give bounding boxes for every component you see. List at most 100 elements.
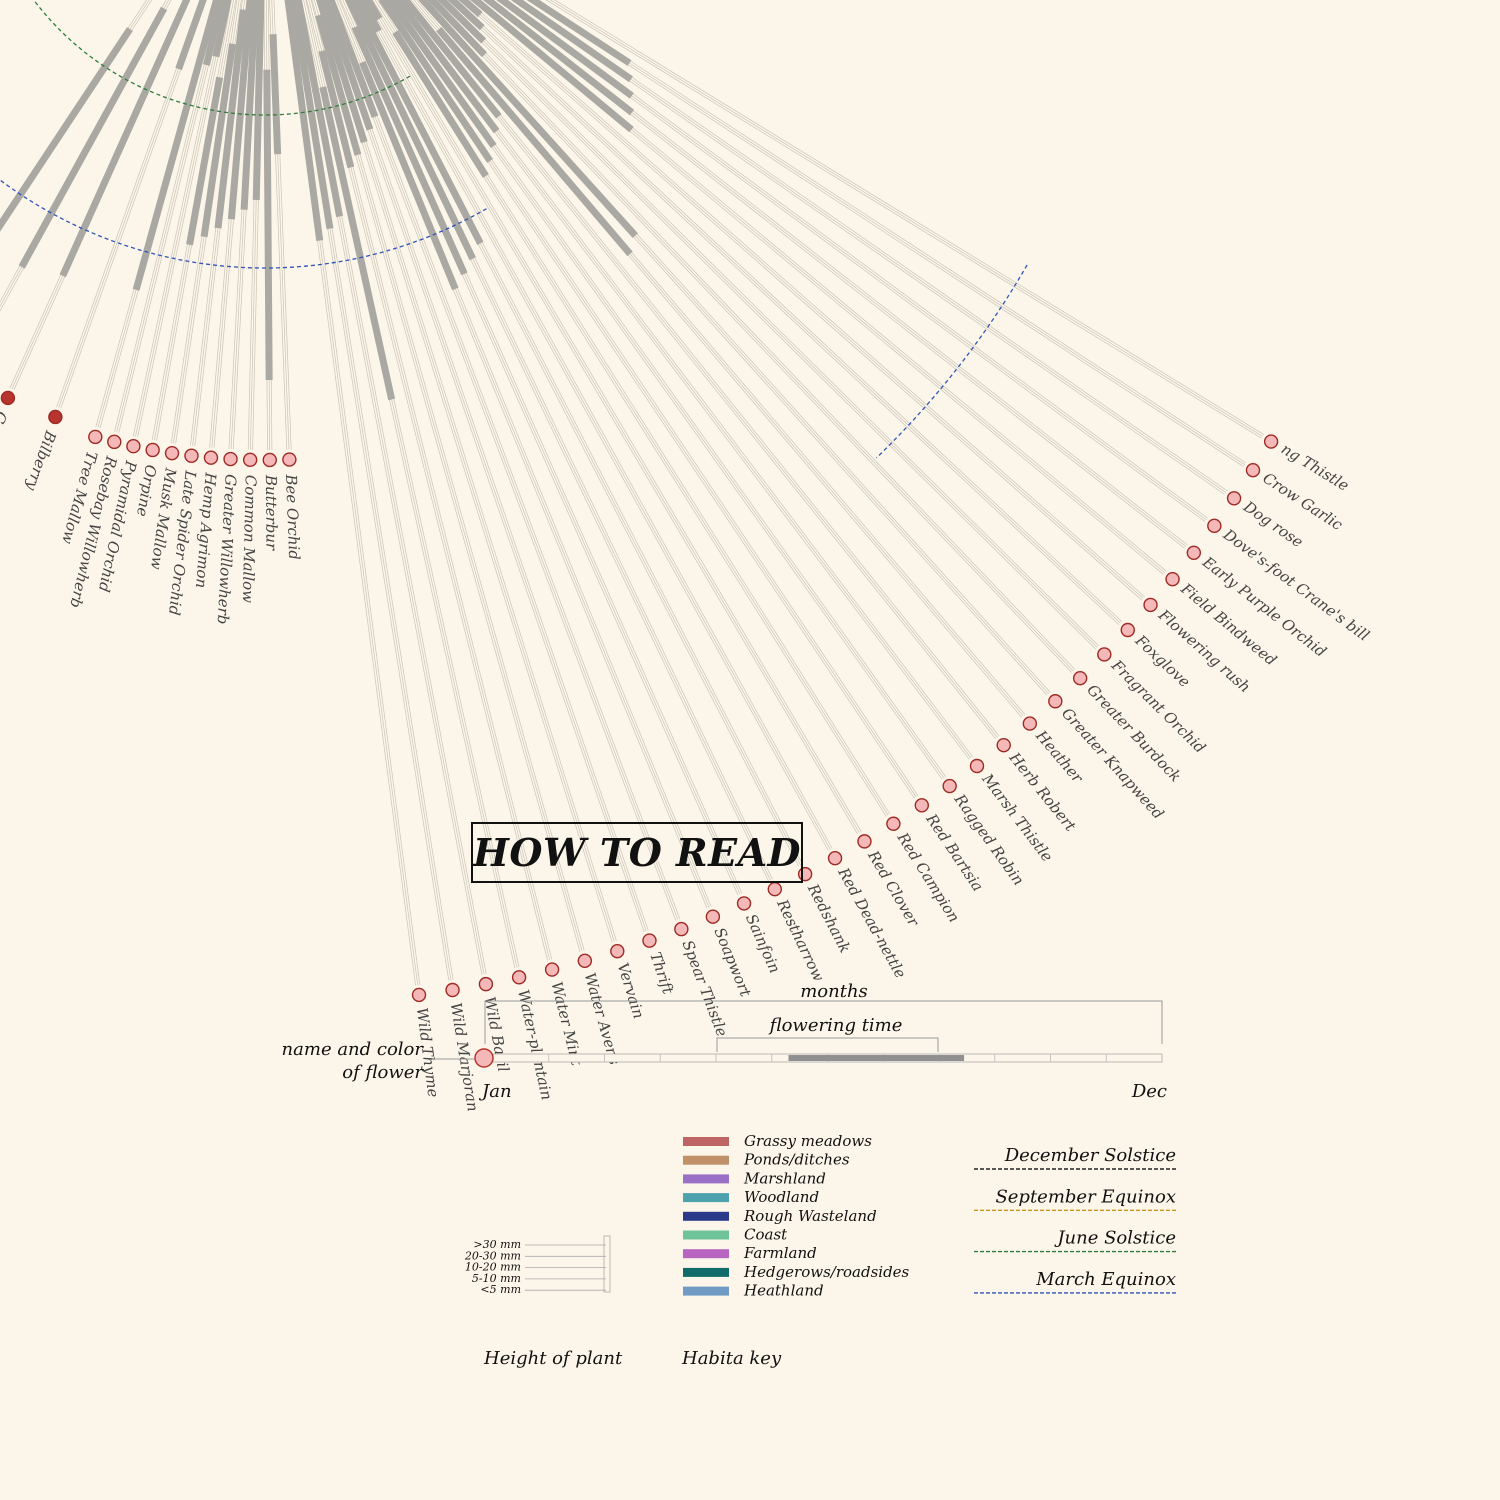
flowering-bar [319,86,396,401]
spoke-line [303,0,518,968]
spoke-line [269,0,288,450]
habitat-label: Heathland [743,1282,824,1300]
months-bracket [484,1000,1163,1044]
flowering-bar [294,0,344,218]
habitat-title: Habita key [681,1348,782,1369]
habitat-label: Ponds/ditches [743,1151,850,1169]
how-to-read-title: HOW TO READ [473,830,801,875]
spoke-line [60,0,206,409]
flower-dot [1165,571,1180,587]
height-title: Height of plant [483,1348,623,1369]
spoke-line [361,0,831,850]
flowering-bar [393,0,500,134]
spoke-line [512,0,1225,495]
example-timeline [492,1053,1163,1063]
spoke-line [549,0,1263,437]
flowering-bar [526,0,632,66]
flower-dot [242,452,258,468]
spoke-line [520,0,1228,492]
flower-dot [1143,597,1158,613]
spoke-line [448,0,1120,626]
flowering-bar [401,0,502,119]
dec-label: Dec [1131,1081,1167,1102]
flowering-bar [186,76,224,246]
spoke-line [367,0,860,833]
spoke-line [413,0,1024,717]
height-level-label: 10-20 mm [465,1261,521,1274]
season-label: June Solstice [1053,1228,1176,1249]
spoke-line [273,0,292,450]
flowering-bar [351,25,468,276]
season-label: September Equinox [995,1186,1176,1207]
height-level-label: 20-30 mm [464,1249,521,1262]
flower-dot [411,987,427,1003]
flowering-bar [59,0,191,278]
flower-dot [223,451,238,467]
flowering-bar [200,43,237,238]
flower-dot [1120,622,1135,638]
spoke-line [478,0,1167,572]
flowering-bar [321,0,374,131]
season-arc [0,179,487,269]
flowering-bar [392,30,489,178]
spoke-line [484,0,1185,549]
flower-dot [996,737,1011,753]
flower-dot [969,758,985,774]
habitat-label: Grassy meadows [744,1132,872,1150]
flowering-bar [437,0,487,44]
spoke-line [536,0,1247,464]
flower-dots [0,390,1279,1003]
spoke-line [497,0,1206,522]
flower-dot [1048,694,1063,709]
spoke-line [471,0,1164,575]
flower-dot [1022,716,1038,731]
flowering-bar [175,0,207,71]
flowering-bar [378,0,494,163]
habitat-swatch [683,1137,729,1146]
flowering-bar [327,0,379,118]
spoke-line [554,0,1264,435]
spoke-line [300,0,516,969]
flowering-bar [436,26,633,257]
flowering-bar [132,0,221,291]
flower-dot [203,450,219,465]
flowering-bar [427,0,487,58]
height-level-label: 5-10 mm [472,1272,521,1285]
spoke-line [271,0,290,450]
how-to-read-box: HOW TO READ [471,822,803,883]
flowering-bar [315,14,362,156]
flowering-bar [269,34,282,155]
months-label: months [800,981,868,1002]
spoke-line [444,0,1099,647]
flower-dot [48,409,63,425]
spoke-line [56,0,202,407]
spoke-line [528,0,1244,467]
spoke-line [452,0,1121,624]
flower-dot [1226,491,1242,506]
habitat-label: Coast [744,1226,788,1244]
jan-label: Jan [478,1081,512,1102]
spoke-line [137,0,231,437]
flower-dot [282,452,297,467]
flowering-period-bar [788,1055,965,1061]
habitat-swatch [683,1249,729,1259]
flowering-bar [510,0,633,83]
season-arc [33,0,411,116]
spoke-line [475,0,1166,574]
flowering-bar [385,0,497,149]
habitat-swatch [683,1267,729,1277]
flowering-bar [0,27,133,232]
flowering-bar [263,69,273,381]
spoke-line [501,0,1207,521]
spoke-line [116,0,223,433]
flower-dot [164,445,180,461]
flowering-bar [316,0,368,144]
spoke-line [135,0,229,437]
habitat-swatch [683,1230,729,1240]
flower-dot [262,452,277,468]
example-flower-dot [474,1048,494,1068]
flower-dot [642,933,657,948]
flower-dot [445,982,460,998]
habitat-swatch [683,1211,729,1221]
